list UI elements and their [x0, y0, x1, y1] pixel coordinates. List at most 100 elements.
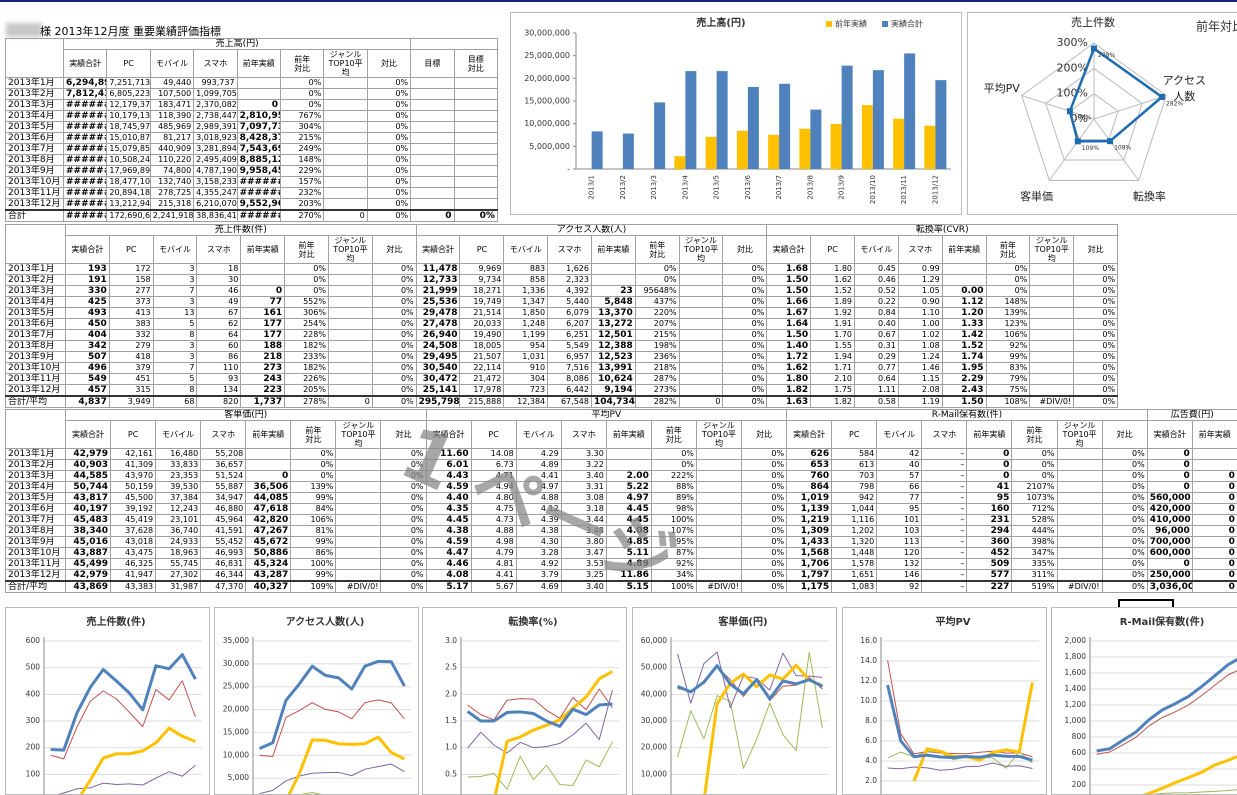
data-cell: 0 [1192, 504, 1237, 515]
data-cell: 101 [877, 515, 922, 526]
data-cell [336, 548, 381, 559]
data-cell [1030, 385, 1074, 397]
group-title [411, 39, 498, 50]
chart: 転換率(%)0.51.01.52.02.53.0 [422, 607, 627, 795]
data-cell: 87% [651, 548, 696, 559]
data-cell: 0 [237, 100, 280, 111]
data-cell: 30,540 [416, 363, 460, 374]
data-row: 2013年7月########15,079,851440,9093,281,89… [6, 144, 498, 155]
row-label: 2013年1月 [6, 449, 66, 460]
data-cell: – [922, 482, 967, 493]
data-cell: 0 [324, 210, 367, 222]
data-cell: 46,993 [201, 548, 246, 559]
data-cell: 45,672 [246, 537, 291, 548]
y-tick-label: 4.0 [865, 756, 877, 765]
data-cell [454, 155, 497, 166]
data-cell: 18 [197, 264, 241, 275]
top-bar [0, 0, 1237, 2]
data-cell: 4.75 [471, 504, 516, 515]
y-tick-label: 5,000,000 [529, 142, 570, 151]
data-cell [411, 133, 454, 144]
group-header-row: 売上高(円) [6, 39, 498, 50]
data-cell: 6,210,070 [194, 199, 237, 211]
data-cell: 4.73 [471, 515, 516, 526]
data-cell: 67,548 [548, 396, 592, 408]
data-cell [324, 111, 367, 122]
data-cell: 0% [741, 570, 786, 582]
bar [592, 131, 603, 169]
bar [862, 105, 873, 169]
data-cell: 0% [723, 363, 767, 374]
data-cell: 0% [372, 264, 416, 275]
column-header: 前年実績 [942, 236, 986, 264]
data-cell: 132 [877, 559, 922, 570]
data-cell: 243 [241, 374, 285, 385]
data-cell: 0% [372, 286, 416, 297]
data-cell: 0% [1102, 526, 1147, 537]
data-cell: 120 [877, 548, 922, 559]
data-cell: 249% [280, 144, 323, 155]
data-cell: 0% [723, 374, 767, 385]
data-cell: 49,440 [150, 78, 193, 89]
series-line [888, 685, 1033, 760]
data-cell: 193 [66, 264, 110, 275]
column-header: 対比 [1074, 236, 1118, 264]
data-cell: 0% [1074, 341, 1118, 352]
data-cell: 4.89 [516, 460, 561, 471]
data-cell: ######## [64, 155, 107, 166]
column-header: 前年 対比 [285, 236, 329, 264]
data-cell: 0% [741, 460, 786, 471]
data-cell: 41,947 [111, 570, 156, 582]
column-header: PC [832, 421, 877, 449]
data-cell: 223 [241, 385, 285, 397]
data-cell [1192, 460, 1237, 471]
data-cell: 4.79 [471, 548, 516, 559]
data-cell: ######## [237, 177, 280, 188]
data-cell: 39,192 [111, 504, 156, 515]
bar [674, 156, 685, 169]
data-cell: 9,552,969 [237, 199, 280, 211]
data-cell [411, 78, 454, 89]
bar [924, 126, 935, 169]
data-cell: 0% [1102, 493, 1147, 504]
axis-label: 売上件数 [1071, 14, 1115, 30]
row-label: 2013年7月 [6, 144, 64, 155]
column-header: 実績合計 [426, 421, 471, 449]
data-cell: 0% [280, 89, 323, 100]
data-cell: 30 [197, 275, 241, 286]
data-cell [336, 493, 381, 504]
data-cell: 3,036,000 [1147, 581, 1192, 593]
data-cell: 23 [591, 286, 635, 297]
data-cell: 13,370 [591, 308, 635, 319]
data-cell: 760 [787, 471, 832, 482]
data-cell: 18,477,108 [107, 177, 150, 188]
data-row: 2013年3月########12,179,374183,4712,370,08… [6, 100, 498, 111]
data-cell: 0% [367, 133, 410, 144]
data-cell: ######## [64, 199, 107, 211]
data-cell: 17,978 [460, 385, 504, 397]
row-label: 2013年10月 [6, 177, 64, 188]
data-cell: 0% [741, 548, 786, 559]
data-cell: – [922, 515, 967, 526]
group-title: 売上件数(件) [66, 225, 417, 236]
row-label: 2013年4月 [6, 482, 66, 493]
column-header: 前年実績 [967, 421, 1012, 449]
data-cell: 0% [381, 504, 426, 515]
data-cell: 74,800 [150, 166, 193, 177]
data-cell: 68 [153, 396, 197, 408]
data-cell: 250,000 [1147, 570, 1192, 582]
column-header: スマホ [561, 421, 606, 449]
data-cell: 0 [411, 210, 454, 222]
data-cell: 43,887 [66, 548, 111, 559]
data-cell [696, 482, 741, 493]
data-cell: 177 [241, 330, 285, 341]
data-cell: 3 [153, 264, 197, 275]
data-cell [411, 155, 454, 166]
data-cell [454, 188, 497, 199]
data-cell: 4.45 [426, 515, 471, 526]
